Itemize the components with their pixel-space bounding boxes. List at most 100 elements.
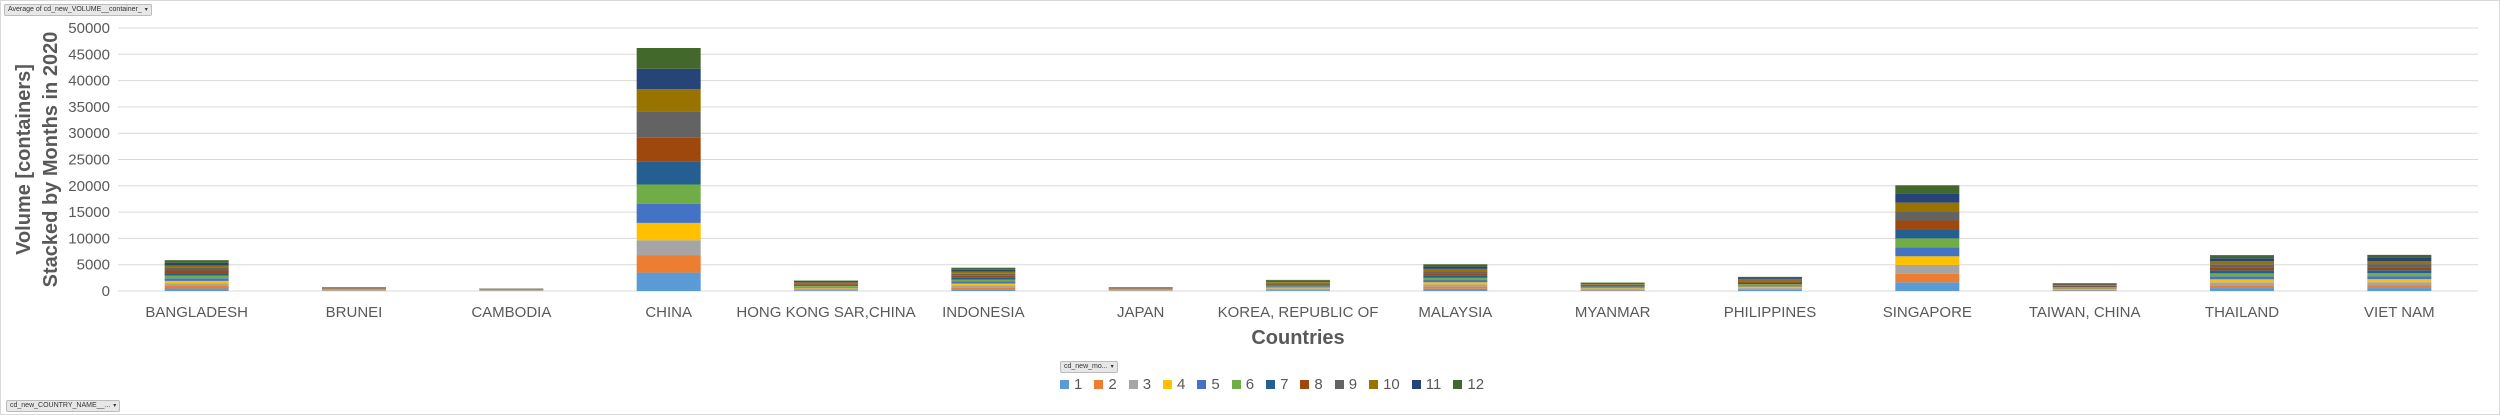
x-tick-label: THAILAND (2205, 304, 2279, 321)
legend-label: 10 (1383, 376, 1400, 393)
legend-label: 1 (1074, 376, 1083, 393)
x-tick-label: KOREA, REPUBLIC OF (1218, 304, 1379, 321)
bar-segment (951, 267, 1016, 270)
bar-segment (794, 289, 858, 291)
legend-label: 4 (1177, 376, 1186, 393)
y-tick-label: 35000 (68, 99, 110, 116)
legend-item: 5 (1197, 376, 1220, 393)
legend-item: 1 (1060, 376, 1082, 393)
legend-label: 3 (1142, 376, 1152, 393)
bar-segment (1423, 286, 1488, 289)
bar-segment (1738, 288, 1802, 290)
bar-segment (1895, 220, 1960, 230)
bar-segment (2052, 288, 2117, 290)
bar-segment (164, 288, 229, 291)
bar-segment (1423, 275, 1488, 278)
bar-segment (164, 265, 229, 268)
chevron-down-icon: ▾ (113, 403, 117, 409)
bar-segment (2367, 261, 2432, 265)
legend-swatch (1197, 380, 1207, 389)
legend-label: 2 (1108, 376, 1117, 393)
bar-segment (1738, 278, 1802, 280)
legend-swatch (1411, 380, 1421, 389)
bar-segment (1266, 280, 1330, 282)
y-axis-title-line1: Volume [containers] (13, 64, 35, 255)
bar-segment (636, 47, 701, 69)
chevron-down-icon: ▾ (144, 7, 148, 13)
legend-field-button[interactable]: cd_new_mo... ▾ (1060, 361, 1118, 373)
bar-segment (1895, 264, 1960, 274)
bar-segment (1423, 282, 1488, 285)
bar-segment (1580, 285, 1645, 287)
legend-label: 7 (1280, 376, 1289, 393)
bar-segment (2052, 289, 2117, 290)
legend-item: 2 (1094, 376, 1117, 393)
bar-segment (636, 203, 701, 223)
legend-item: 7 (1266, 376, 1288, 393)
bar-segment (636, 68, 701, 90)
bar-segment (1895, 229, 1960, 239)
bar-segment (794, 288, 858, 290)
y-tick-label: 30000 (68, 125, 110, 142)
bar-segment (794, 285, 858, 286)
legend-swatch (1060, 380, 1069, 389)
bar-segment (1580, 287, 1645, 289)
legend-item: 9 (1334, 376, 1357, 393)
bar-segment (2052, 287, 2117, 289)
legend-item: 12 (1453, 376, 1484, 393)
bar-segment (2210, 276, 2274, 280)
bar-segment (794, 286, 858, 288)
bar-segment (2367, 288, 2432, 291)
bar-segment (1895, 273, 1960, 283)
y-tick-label: 0 (102, 283, 110, 300)
bar-segment (1266, 289, 1330, 291)
bar-segment (1266, 286, 1330, 288)
bar-segment (1580, 284, 1645, 286)
bar-segment (2052, 285, 2117, 287)
bar-segment (1738, 289, 1802, 291)
legend-label: 12 (1467, 376, 1485, 393)
bar-segment (164, 283, 229, 287)
bar-segment (1580, 286, 1645, 288)
value-field-label: Average of cd_new_VOLUME__container_ (8, 6, 142, 13)
x-tick-label: BANGLADESH (145, 304, 248, 321)
x-tick-label: BRUNEI (326, 304, 383, 321)
bar-segment (2210, 264, 2274, 268)
bar-segment (1738, 286, 1802, 288)
legend-swatch (1334, 380, 1344, 389)
bar-segment (2210, 282, 2274, 286)
bar-segment (2052, 284, 2117, 286)
y-tick-label: 50000 (68, 20, 110, 37)
axis-field-button[interactable]: cd_new_COUNTRY_NAME__... ▾ (6, 400, 121, 412)
bar-segment (951, 281, 1016, 284)
y-tick-label: 25000 (68, 152, 110, 169)
y-tick-label: 10000 (68, 230, 110, 247)
bar-segment (951, 269, 1016, 272)
bar-segment (1266, 288, 1330, 290)
legend-item: 10 (1369, 376, 1400, 393)
axis-field-label: cd_new_COUNTRY_NAME__... (10, 402, 111, 409)
legend-swatch (1453, 380, 1463, 389)
legend-item: 6 (1231, 376, 1254, 393)
legend-label: 11 (1425, 376, 1442, 393)
bar-segment (636, 272, 701, 291)
bar-segment (951, 277, 1016, 280)
x-tick-label: MALAYSIA (1418, 304, 1492, 321)
bar-segment (1738, 280, 1802, 282)
value-field-button[interactable]: Average of cd_new_VOLUME__container_ ▾ (4, 4, 152, 16)
bar-segment (636, 240, 701, 256)
x-axis-title: Countries (1251, 327, 1344, 349)
legend-item: 8 (1300, 376, 1323, 393)
bar-segment (1423, 277, 1488, 281)
bar-segment (794, 280, 858, 282)
legend-item: 4 (1163, 376, 1185, 393)
legend-swatch (1231, 380, 1241, 389)
bar-segment (1738, 279, 1802, 281)
x-tick-label: CHINA (645, 304, 692, 321)
bar-segment (636, 161, 701, 185)
bar-segment (1738, 287, 1802, 289)
bar-segment (636, 184, 701, 204)
bar-segment (2367, 270, 2432, 274)
bar-segment (1423, 268, 1488, 272)
